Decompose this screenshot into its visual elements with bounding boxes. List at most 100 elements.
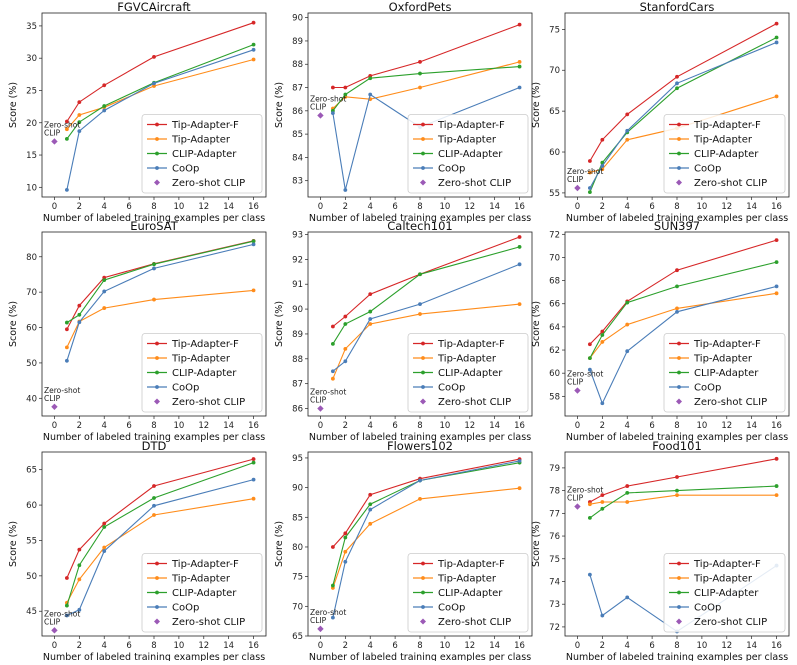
data-point-tip-adapter: [517, 60, 522, 64]
legend-label-tip-adapter-f: Tip-Adapter-F: [693, 339, 761, 350]
legend-frame: [407, 333, 529, 413]
data-point-clip-adapter: [418, 272, 422, 277]
legend-marker-coop: [421, 605, 425, 609]
y-tick-label: 68: [549, 277, 560, 287]
legend-label-tip-adapter-f: Tip-Adapter-F: [171, 339, 239, 350]
x-tick-label: 2: [77, 421, 82, 431]
data-point-clip-adapter: [517, 245, 522, 249]
legend-marker-coop: [421, 385, 425, 389]
legend-label-tip-adapter: Tip-Adapter: [437, 135, 497, 146]
legend-marker-tip-adapter-f: [421, 122, 425, 127]
x-tick-label: 16: [514, 202, 525, 212]
data-point-coop: [675, 309, 679, 314]
data-point-tip-adapter: [625, 322, 630, 327]
y-tick-label: 75: [549, 25, 560, 35]
data-point-clip-adapter: [368, 502, 373, 507]
zero-shot-annotation: Zero-shot: [44, 386, 80, 395]
x-tick-label: 4: [102, 641, 107, 651]
x-axis-label: Number of labeled training examples per …: [566, 432, 788, 443]
zero-shot-annotation: CLIP: [567, 378, 584, 387]
x-tick-label: 16: [771, 421, 782, 431]
legend-marker-tip-adapter-f: [677, 341, 681, 346]
data-point-tip-adapter: [343, 346, 348, 351]
subplot-title: EuroSAT: [130, 219, 179, 233]
data-point-clip-adapter: [587, 515, 592, 520]
data-point-clip-adapter: [675, 488, 679, 493]
data-point-clip-adapter: [418, 71, 422, 76]
x-tick-label: 8: [674, 202, 679, 212]
data-point-clip-adapter: [102, 104, 107, 108]
legend-marker-tip-adapter-f: [155, 561, 159, 566]
y-tick-label: 70: [549, 253, 560, 263]
data-point-tip-adapter-f: [102, 521, 107, 526]
zero-shot-annotation: Zero-shot: [567, 370, 603, 379]
data-point-tip-adapter-f: [368, 292, 373, 297]
legend-label-tip-adapter-f: Tip-Adapter-F: [437, 559, 505, 570]
legend: Tip-Adapter-F Tip-Adapter CLIP-Adapter CoOp…: [407, 114, 529, 194]
subplot-flowers102: Flowers102 0 2 4 6 8 10 12 14 16 65 70 75 80 85 90 95 Num…: [274, 439, 533, 663]
data-point-coop: [152, 81, 156, 86]
legend-label-zero-shot-clip: Zero-shot CLIP: [172, 397, 245, 408]
y-tick-label: 60: [26, 324, 37, 334]
data-point-clip-adapter: [77, 312, 82, 317]
data-point-coop: [152, 266, 156, 271]
y-tick-label: 50: [26, 359, 37, 369]
data-point-tip-adapter: [77, 577, 82, 582]
zero-shot-clip-marker: [574, 503, 581, 510]
x-tick-label: 0: [52, 202, 57, 212]
data-point-clip-adapter: [330, 341, 335, 346]
data-point-tip-adapter-f: [343, 531, 348, 536]
subplot-title: Caltech101: [387, 219, 452, 233]
data-point-coop: [517, 262, 522, 267]
y-tick-label: 70: [549, 66, 560, 76]
data-point-coop: [418, 302, 422, 307]
legend-marker-tip-adapter-f: [155, 341, 159, 346]
y-tick-label: 50: [26, 572, 37, 582]
x-tick-label: 10: [696, 202, 707, 212]
legend-marker-coop: [677, 605, 681, 609]
y-tick-label: 62: [549, 346, 560, 356]
x-tick-label: 12: [721, 641, 732, 651]
legend: Tip-Adapter-F Tip-Adapter CLIP-Adapter CoOp…: [141, 553, 263, 633]
legend-marker-clip-adapter: [155, 151, 159, 156]
data-point-coop: [343, 559, 348, 564]
y-axis-label: Score (%): [274, 82, 285, 128]
data-point-tip-adapter: [251, 496, 256, 501]
x-tick-label: 14: [489, 421, 500, 431]
legend: Tip-Adapter-F Tip-Adapter CLIP-Adapter CoOp…: [407, 553, 529, 633]
zero-shot-clip-marker: [574, 184, 581, 192]
data-point-clip-adapter: [77, 563, 82, 568]
data-point-tip-adapter-f: [330, 545, 335, 549]
x-axis-label: Number of labeled training examples per …: [43, 213, 265, 224]
y-tick-label: 78: [549, 487, 560, 497]
data-point-tip-adapter-f: [330, 85, 335, 90]
data-point-clip-adapter: [517, 64, 522, 69]
zero-shot-annotation: CLIP: [44, 394, 61, 403]
legend-label-clip-adapter: CLIP-Adapter: [694, 588, 759, 599]
zero-shot-clip-marker: [317, 405, 324, 412]
legend-marker-zero-shot-clip: [420, 179, 426, 186]
zero-shot-annotation: CLIP: [567, 175, 584, 184]
legend-marker-clip-adapter: [421, 151, 425, 156]
data-point-clip-adapter: [774, 484, 779, 488]
data-point-tip-adapter-f: [152, 55, 156, 59]
y-tick-label: 60: [26, 501, 37, 511]
data-point-clip-adapter: [77, 120, 82, 125]
data-point-tip-adapter: [774, 94, 779, 99]
data-point-tip-adapter-f: [517, 235, 522, 239]
legend: Tip-Adapter-F Tip-Adapter CLIP-Adapter CoOp…: [141, 333, 263, 413]
data-point-tip-adapter-f: [587, 342, 592, 347]
subplot-title: Flowers102: [387, 439, 453, 453]
series-line-clip-adapter: [332, 246, 520, 345]
y-axis-label: Score (%): [274, 301, 285, 347]
legend-marker-zero-shot-clip: [154, 618, 160, 625]
x-tick-label: 14: [223, 421, 234, 431]
y-tick-label: 76: [549, 532, 560, 542]
zero-shot-annotation: Zero-shot: [567, 486, 603, 495]
data-point-tip-adapter-f: [330, 324, 335, 329]
data-point-tip-adapter: [152, 297, 156, 302]
data-point-clip-adapter: [600, 506, 605, 511]
x-tick-label: 2: [600, 202, 605, 212]
